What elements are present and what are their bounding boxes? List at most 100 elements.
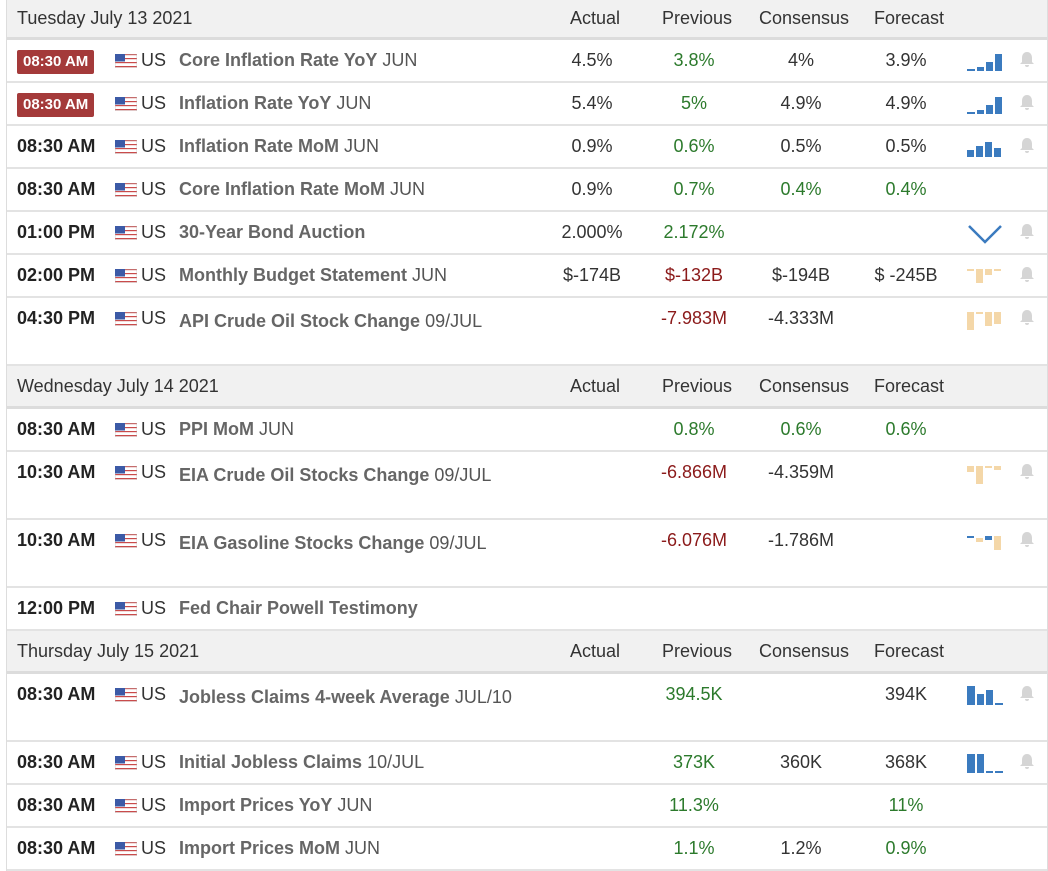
event-row[interactable]: 08:30 AM US Inflation Rate MoM JUN 0.9% 0.6%… xyxy=(7,126,1047,169)
event-name-link[interactable]: Inflation Rate MoM xyxy=(179,136,339,156)
flag-cell xyxy=(111,530,141,548)
event-row[interactable]: 08:30 AM US PPI MoM JUN 0.8% 0.6% 0.6% xyxy=(7,409,1047,452)
event-name-link[interactable]: EIA Gasoline Stocks Change xyxy=(179,533,425,553)
flag-cell xyxy=(111,265,141,283)
bell-icon[interactable] xyxy=(1018,684,1036,702)
event-forecast: 0.6% xyxy=(885,419,927,439)
mini-chart-icon[interactable] xyxy=(967,265,1007,289)
event-previous: 5% xyxy=(680,93,707,113)
event-country: US xyxy=(141,795,167,815)
event-name-link[interactable]: PPI MoM xyxy=(179,419,254,439)
event-name-link[interactable]: API Crude Oil Stock Change xyxy=(179,311,421,331)
event-name-link[interactable]: Monthly Budget Statement xyxy=(179,265,407,285)
mini-chart-icon[interactable] xyxy=(967,530,1007,554)
mini-chart-bar xyxy=(985,312,992,326)
event-name-link[interactable]: Import Prices MoM xyxy=(179,838,341,858)
bell-icon[interactable] xyxy=(1018,530,1036,548)
bell-icon[interactable] xyxy=(1018,462,1036,480)
mini-chart-bar xyxy=(994,536,1001,550)
event-row[interactable]: 04:30 PM US API Crude Oil Stock Change 09/… xyxy=(7,298,1047,366)
bell-icon[interactable] xyxy=(1018,222,1036,240)
event-name-link[interactable]: Initial Jobless Claims xyxy=(179,752,363,772)
event-title[interactable]: EIA Gasoline Stocks Change 09/JUL xyxy=(179,530,541,557)
mini-chart-icon[interactable] xyxy=(967,222,1007,246)
event-name-link[interactable]: Core Inflation Rate YoY xyxy=(179,50,378,70)
mini-chart-icon[interactable] xyxy=(967,93,1007,117)
us-flag-icon xyxy=(115,140,137,154)
event-name-link[interactable]: Core Inflation Rate MoM xyxy=(179,179,385,199)
mini-chart-icon[interactable] xyxy=(967,684,1007,708)
event-title[interactable]: Inflation Rate MoM JUN xyxy=(179,136,541,157)
mini-chart-bar xyxy=(976,269,983,283)
event-row[interactable]: 10:30 AM US EIA Crude Oil Stocks Change 09… xyxy=(7,452,1047,520)
event-title[interactable]: Jobless Claims 4-week Average JUL/10 xyxy=(179,684,541,711)
mini-chart-bar xyxy=(967,686,975,705)
event-title[interactable]: EIA Crude Oil Stocks Change 09/JUL xyxy=(179,462,541,489)
event-actual: 0.9% xyxy=(571,136,613,156)
event-title[interactable]: Import Prices YoY JUN xyxy=(179,795,541,816)
alert-cell xyxy=(1007,752,1047,775)
event-name-link[interactable]: Jobless Claims 4-week Average xyxy=(179,687,450,707)
bell-icon[interactable] xyxy=(1018,50,1036,68)
event-name-link[interactable]: Import Prices YoY xyxy=(179,795,333,815)
mini-chart-bar xyxy=(977,110,984,114)
event-row[interactable]: 08:30 AM US Core Inflation Rate MoM JUN 0.9… xyxy=(7,169,1047,212)
us-flag-icon xyxy=(115,842,137,856)
event-chart-cell xyxy=(955,462,1007,491)
event-reference: JUN xyxy=(390,179,426,199)
event-row[interactable]: 08:30 AM US Initial Jobless Claims 10/JUL 3… xyxy=(7,742,1047,785)
event-title[interactable]: Import Prices MoM JUN xyxy=(179,838,541,859)
event-title[interactable]: Initial Jobless Claims 10/JUL xyxy=(179,752,541,773)
event-consensus: 0.4% xyxy=(780,179,822,199)
event-title[interactable]: 30-Year Bond Auction xyxy=(179,222,541,243)
event-row[interactable]: 08:30 AM US Import Prices MoM JUN 1.1% 1.2% 0… xyxy=(7,828,1047,871)
flag-cell xyxy=(111,50,141,68)
event-title[interactable]: Inflation Rate YoY JUN xyxy=(179,93,541,114)
bell-icon[interactable] xyxy=(1018,136,1036,154)
event-time-cell: 08:30 AM xyxy=(7,136,111,157)
event-title[interactable]: Fed Chair Powell Testimony xyxy=(179,598,541,619)
mini-chart-icon[interactable] xyxy=(967,308,1007,332)
event-time: 08:30 AM xyxy=(17,838,96,858)
event-row[interactable]: 08:30 AM US Import Prices YoY JUN 11.3% 11% xyxy=(7,785,1047,828)
event-row[interactable]: 10:30 AM US EIA Gasoline Stocks Change 09/… xyxy=(7,520,1047,588)
bell-icon[interactable] xyxy=(1018,752,1036,770)
bell-icon[interactable] xyxy=(1018,308,1036,326)
event-name-link[interactable]: 30-Year Bond Auction xyxy=(179,222,366,242)
col-consensus-header: Consensus xyxy=(758,8,850,28)
event-time: 04:30 PM xyxy=(17,308,96,328)
event-title[interactable]: PPI MoM JUN xyxy=(179,419,541,440)
event-row[interactable]: 12:00 PM US Fed Chair Powell Testimony xyxy=(7,588,1047,631)
mini-chart-icon[interactable] xyxy=(967,752,1007,776)
bell-icon[interactable] xyxy=(1018,265,1036,283)
event-row[interactable]: 01:00 PM US 30-Year Bond Auction 2.000% 2.1… xyxy=(7,212,1047,255)
event-row[interactable]: 08:30 AM US Jobless Claims 4-week Average … xyxy=(7,674,1047,742)
event-name-link[interactable]: Inflation Rate YoY xyxy=(179,93,332,113)
mini-chart-bar xyxy=(967,269,974,271)
mini-chart-icon[interactable] xyxy=(967,136,1007,160)
mini-chart-bar xyxy=(986,771,993,773)
event-actual: 2.000% xyxy=(561,222,623,242)
event-forecast: 0.9% xyxy=(885,838,927,858)
event-title[interactable]: Core Inflation Rate YoY JUN xyxy=(179,50,541,71)
event-row[interactable]: 02:00 PM US Monthly Budget Statement JUN $-… xyxy=(7,255,1047,298)
event-title[interactable]: API Crude Oil Stock Change 09/JUL xyxy=(179,308,541,335)
event-previous: 3.8% xyxy=(673,50,715,70)
event-title[interactable]: Monthly Budget Statement JUN xyxy=(179,265,541,286)
bell-icon[interactable] xyxy=(1018,93,1036,111)
col-previous-header: Previous xyxy=(661,8,733,28)
event-row[interactable]: 08:30 AM US Inflation Rate YoY JUN 5.4% 5% 4.… xyxy=(7,83,1047,126)
event-time-cell: 10:30 AM xyxy=(7,530,111,551)
event-name-link[interactable]: Fed Chair Powell Testimony xyxy=(179,598,418,618)
event-chart-cell xyxy=(955,684,1007,713)
mini-chart-icon[interactable] xyxy=(967,462,1007,486)
event-reference: 09/JUL xyxy=(429,533,487,553)
event-time-cell: 08:30 AM xyxy=(7,752,111,773)
mini-chart-bar xyxy=(994,312,1001,324)
event-row[interactable]: 08:30 AM US Core Inflation Rate YoY JUN 4.5… xyxy=(7,40,1047,83)
mini-chart-bar xyxy=(995,97,1002,114)
event-name-link[interactable]: EIA Crude Oil Stocks Change xyxy=(179,465,430,485)
event-forecast: 11% xyxy=(888,795,924,815)
mini-chart-icon[interactable] xyxy=(967,50,1007,74)
event-title[interactable]: Core Inflation Rate MoM JUN xyxy=(179,179,541,200)
